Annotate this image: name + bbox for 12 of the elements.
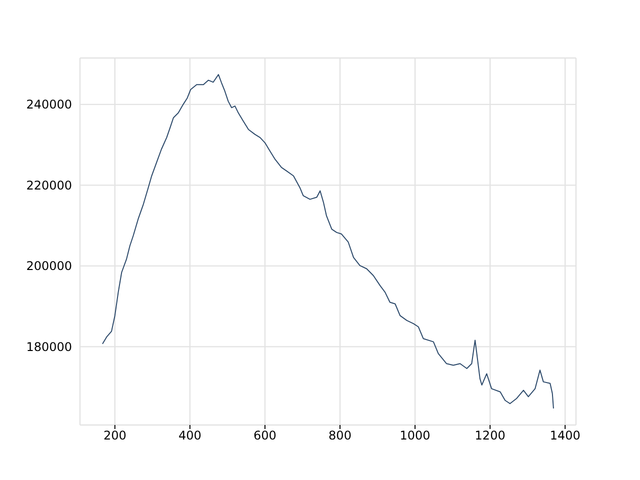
- x-tick-label: 400: [178, 428, 202, 443]
- x-tick-label: 1200: [474, 428, 506, 443]
- x-tick-label: 800: [328, 428, 352, 443]
- x-tick-label: 200: [103, 428, 126, 443]
- x-tick-label: 600: [254, 428, 276, 443]
- y-tick-label: 180000: [26, 340, 72, 354]
- x-tick-label: 1400: [550, 428, 580, 443]
- y-tick-label: 220000: [26, 178, 72, 192]
- x-tick-label: 1000: [400, 428, 430, 443]
- y-tick-label: 200000: [26, 259, 72, 274]
- y-tick-label: 240000: [26, 98, 72, 112]
- line-series: [102, 74, 554, 409]
